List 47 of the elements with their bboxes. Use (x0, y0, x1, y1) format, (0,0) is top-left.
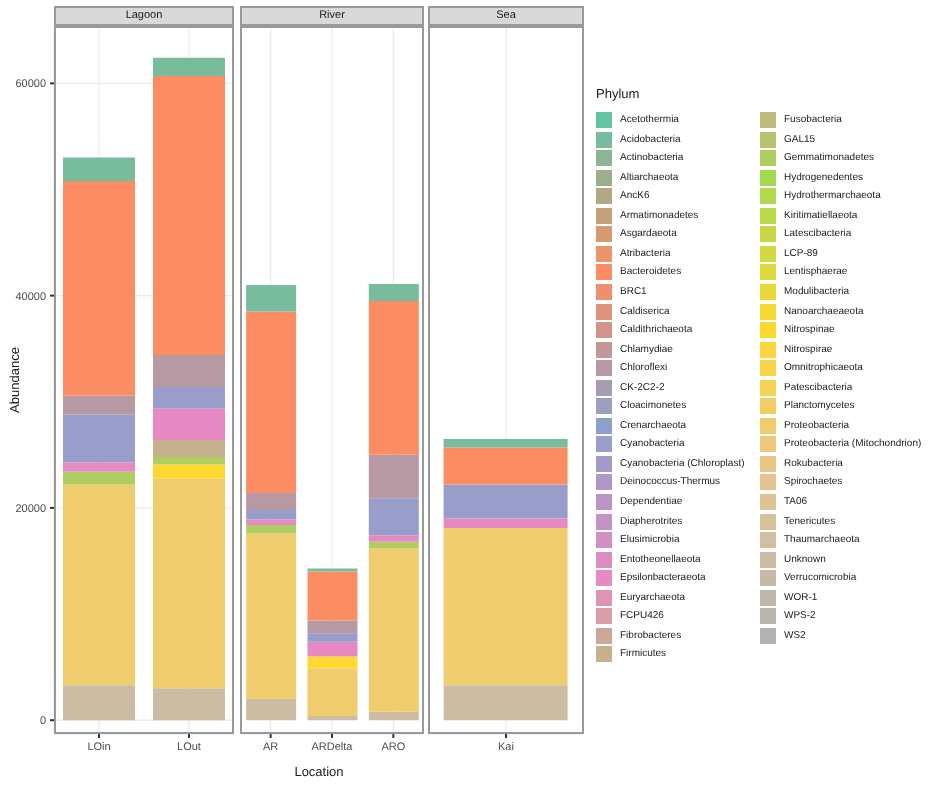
bar (153, 408, 225, 440)
bar (307, 668, 358, 716)
bar (368, 535, 419, 542)
bar (246, 510, 297, 520)
bar (368, 454, 419, 499)
bar (63, 685, 135, 721)
bar (307, 571, 358, 621)
bar (307, 620, 358, 634)
bar (246, 533, 297, 699)
bar (153, 355, 225, 387)
bar (368, 548, 419, 712)
bar (63, 157, 135, 181)
bar (368, 541, 419, 549)
bar (368, 498, 419, 536)
bar (63, 395, 135, 415)
bar (153, 439, 225, 457)
bar (443, 484, 568, 519)
bar (63, 462, 135, 472)
bar (246, 524, 297, 534)
bar (368, 300, 419, 455)
bar (443, 518, 568, 529)
bar (153, 478, 225, 689)
bar (246, 493, 297, 511)
bar (307, 656, 358, 669)
bar (153, 688, 225, 721)
bar (368, 283, 419, 301)
bar (368, 711, 419, 721)
bar (246, 519, 297, 525)
bar (153, 464, 225, 479)
bar (63, 180, 135, 396)
bar (246, 285, 297, 312)
bar (63, 484, 135, 686)
bar (153, 456, 225, 465)
bar (443, 447, 568, 485)
bar (443, 438, 568, 448)
bar (307, 641, 358, 657)
bar (63, 471, 135, 485)
bar (153, 386, 225, 409)
bar (443, 685, 568, 721)
bar (246, 311, 297, 494)
bar (307, 715, 358, 721)
bar (153, 75, 225, 356)
bar (307, 633, 358, 642)
bar (443, 528, 568, 686)
bar (246, 698, 297, 721)
bar (153, 57, 225, 76)
bar (63, 414, 135, 463)
